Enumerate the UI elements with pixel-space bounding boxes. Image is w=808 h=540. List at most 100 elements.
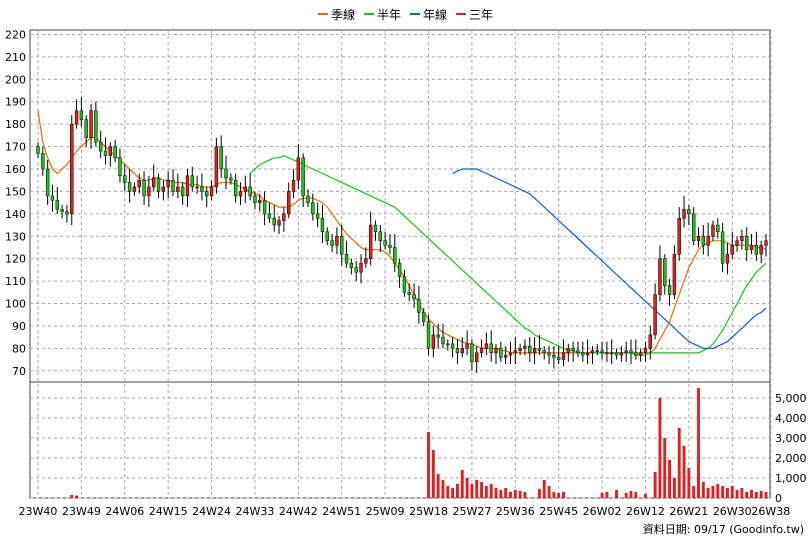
candle (272, 204, 276, 232)
candle (214, 137, 219, 194)
candle (65, 204, 69, 223)
candle (643, 341, 648, 362)
volume-bar (605, 492, 609, 498)
ma-half-line (249, 154, 767, 354)
candle (436, 323, 440, 349)
x-tick-label: 25W27 (452, 505, 491, 518)
candle (238, 182, 243, 205)
volume-bar (615, 490, 618, 498)
candle (243, 175, 248, 203)
volume-bar (764, 492, 768, 498)
candle (335, 227, 339, 255)
price-tick-label: 150 (5, 185, 26, 198)
candle (378, 225, 383, 252)
x-tick-label: 26W21 (669, 505, 708, 518)
volume-tick-label: 0 (775, 492, 782, 505)
volume-bar (687, 468, 691, 498)
volume-axis: 0 1,000 2,000 3,000 4,000 5,000 (775, 392, 807, 505)
candle (315, 202, 320, 228)
candle (489, 330, 493, 362)
volume-bar (431, 450, 435, 498)
candle (98, 130, 103, 158)
candle (508, 341, 513, 365)
candle (118, 148, 122, 183)
candle (528, 337, 532, 362)
price-tick-label: 200 (5, 73, 26, 86)
volume-tick-label: 5,000 (775, 392, 807, 405)
legend-label: 半年 (377, 8, 401, 22)
candle (619, 346, 624, 362)
volume-bar (484, 486, 488, 498)
candle (325, 227, 329, 246)
volume-tick-label: 2,000 (775, 452, 807, 465)
volume-bar (460, 470, 464, 498)
candle (764, 234, 768, 257)
candle (123, 164, 127, 192)
volume-bar (542, 480, 546, 498)
x-tick-label: 24W15 (149, 505, 188, 518)
candle (716, 218, 720, 239)
candle (190, 166, 194, 192)
candle (638, 348, 643, 362)
legend-label: 三年 (469, 8, 493, 22)
candle (60, 204, 64, 219)
candle (499, 341, 503, 362)
volume-bar (730, 486, 734, 498)
candle (330, 234, 334, 252)
x-tick-label: 23W49 (62, 505, 101, 518)
candle (262, 191, 267, 226)
volume-bar (711, 486, 715, 498)
volume-bar (754, 492, 758, 498)
price-tick-label: 180 (5, 118, 26, 131)
price-tick-label: 190 (5, 96, 26, 109)
volume-bar (470, 484, 474, 498)
candle (556, 346, 561, 365)
x-tick-label: 23W40 (19, 505, 58, 518)
candle (446, 339, 450, 351)
candle (195, 175, 199, 194)
candle (590, 346, 595, 365)
candle (277, 216, 281, 235)
candle (740, 229, 744, 250)
candle (291, 169, 296, 199)
candle (180, 182, 185, 205)
candle (600, 341, 604, 360)
volume-bar (663, 438, 667, 498)
volume-bar (725, 488, 729, 498)
x-tick-label: 25W36 (496, 505, 535, 518)
price-tick-label: 80 (12, 342, 26, 355)
candle (320, 204, 325, 243)
candle (55, 186, 59, 214)
candle (518, 343, 522, 356)
volume-bar (513, 490, 517, 498)
candle (503, 346, 508, 365)
x-tick-label: 24W24 (192, 505, 231, 518)
candle (754, 231, 759, 261)
volume-bar (697, 388, 700, 498)
data-date-footer: 資料日期: 09/17 (Goodinfo.tw) (643, 522, 804, 536)
candle (725, 242, 730, 275)
candle (701, 225, 706, 255)
volume-bar (677, 428, 681, 498)
volume-bar (668, 460, 672, 498)
candle (79, 97, 84, 127)
x-tick-label: 24W42 (279, 505, 318, 518)
candle (706, 222, 710, 257)
candle (311, 193, 315, 221)
candle (340, 225, 344, 266)
candle (152, 164, 156, 192)
volume-bar (653, 472, 657, 498)
candle (185, 169, 190, 208)
volume-bar (562, 492, 565, 498)
candle (475, 346, 479, 374)
price-tick-label: 210 (5, 51, 26, 64)
candle (224, 155, 228, 190)
volume-bar (427, 432, 430, 498)
candle (624, 341, 628, 362)
candle (412, 283, 416, 309)
candle (566, 343, 571, 362)
legend-item: 季線 (318, 7, 355, 22)
x-axis: 23W40 23W49 24W06 24W15 24W24 24W33 24W42 24W51… (19, 505, 791, 518)
price-tick-label: 70 (12, 365, 26, 378)
candle (614, 348, 619, 360)
